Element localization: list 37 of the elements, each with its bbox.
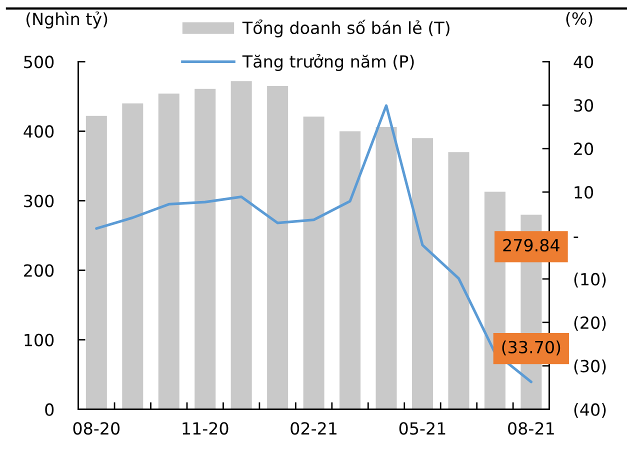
y-tick-label: 200 xyxy=(24,264,54,277)
y-tick-label: 400 xyxy=(24,125,54,138)
bar xyxy=(376,127,397,410)
bar xyxy=(194,88,216,410)
x-tick-label: 08-21 xyxy=(508,422,554,435)
y-tick-label: 300 xyxy=(24,194,54,208)
y-tick-label: 0 xyxy=(45,403,54,416)
legend-label: Tăng trưởng năm (P) xyxy=(242,54,414,71)
y-tick-label: 100 xyxy=(24,334,54,346)
y2-tick-label: 20 xyxy=(574,142,594,156)
y2-tick-label: - xyxy=(574,236,578,238)
x-tick-label: 02-21 xyxy=(290,422,336,435)
y2-tick-label: (40) xyxy=(574,402,606,418)
bar xyxy=(303,116,324,410)
y2-tick-label: 10 xyxy=(574,186,594,199)
bar xyxy=(448,152,470,410)
y2-tick-label: (10) xyxy=(574,272,606,288)
bar xyxy=(158,94,180,410)
data-label: (33.70) xyxy=(502,340,560,356)
y2-tick-label: 40 xyxy=(574,56,594,68)
y-tick-label: 500 xyxy=(24,56,54,68)
x-tick-label: 11-20 xyxy=(182,422,228,435)
y2-tick-label: (30) xyxy=(574,360,606,374)
bar xyxy=(86,116,107,410)
bar xyxy=(267,86,288,410)
x-tick-label: 05-21 xyxy=(399,422,446,435)
y-axis-title: (Nghìn tỷ) xyxy=(26,12,108,28)
y2-tick-label: (20) xyxy=(574,316,606,331)
legend-label: Tổng doanh số bán lẻ (T) xyxy=(242,20,450,38)
bar xyxy=(230,81,252,410)
x-tick-label: 08-20 xyxy=(73,422,120,435)
data-label: 279.84 xyxy=(503,238,560,252)
y2-axis-title: (%) xyxy=(566,12,592,27)
bar xyxy=(122,103,144,410)
bar xyxy=(340,131,361,410)
bar xyxy=(412,138,433,410)
y2-tick-label: 30 xyxy=(574,99,594,112)
